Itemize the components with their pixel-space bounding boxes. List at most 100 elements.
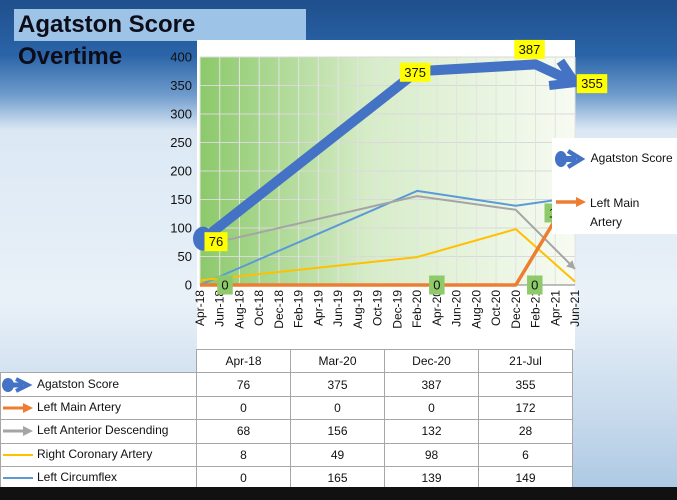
data-label-text: 355 [581, 76, 603, 91]
x-tick-label: Feb-19 [292, 290, 306, 328]
table-cell: 172 [478, 395, 573, 421]
x-tick-label: Oct-20 [489, 290, 503, 326]
table-cell: 98 [384, 442, 479, 467]
table-cell: 149 [478, 465, 573, 491]
y-tick-label: 400 [170, 50, 192, 65]
y-tick-label: 50 [178, 249, 192, 264]
table-row: Left Main Artery 0 0 0 172 [0, 395, 573, 421]
table-series-cell: Left Circumflex [0, 465, 197, 491]
x-tick-label: Dec-19 [390, 290, 404, 329]
series-line [200, 186, 577, 287]
series-end-arrow [548, 58, 583, 90]
legend-item-agatston: Agatston Score [554, 148, 673, 170]
x-tick-label: Jun-19 [331, 290, 345, 327]
series-lines [193, 58, 583, 287]
table-cell: 165 [290, 465, 385, 491]
table-column-header: Apr-18 [196, 348, 291, 374]
table-cell: 6 [478, 442, 573, 467]
series-line [199, 228, 576, 283]
x-tick-label: Apr-20 [430, 290, 444, 326]
data-label-text: 0 [433, 278, 440, 293]
chart-legend: Agatston Score Left Main Artery [552, 138, 677, 234]
table-row: Left Circumflex 0 165 139 149 [0, 465, 573, 491]
table-column-header: Dec-20 [384, 348, 479, 374]
x-tick-label: Jun-20 [450, 290, 464, 327]
data-label-text: 387 [519, 42, 541, 57]
data-label: 0 [429, 275, 445, 295]
x-tick-label: Aug-20 [469, 290, 483, 329]
data-label: 375 [399, 62, 431, 82]
table-cell: 156 [290, 419, 385, 444]
table-series-cell: Left Main Artery [0, 395, 197, 421]
x-tick-label: Apr-21 [548, 290, 562, 326]
y-tick-label: 300 [170, 107, 192, 122]
table-column-header: Mar-20 [290, 348, 385, 374]
series-key-icon [1, 447, 35, 463]
table-series-label: Left Anterior Descending [37, 423, 169, 438]
table-cell: 355 [478, 372, 573, 397]
series-key-icon [1, 423, 35, 439]
y-tick-label: 100 [170, 221, 192, 236]
table-series-label: Left Circumflex [37, 470, 118, 485]
table-cell: 49 [290, 442, 385, 467]
table-column-header: 21-Jul [478, 348, 573, 374]
data-label-text: 0 [531, 278, 538, 293]
table-series-label: Right Coronary Artery [37, 446, 153, 461]
x-tick-label: Oct-19 [371, 290, 385, 326]
table-cell: 76 [196, 372, 291, 397]
table-cell: 375 [290, 372, 385, 397]
table-header-row: Apr-18 Mar-20 Dec-20 21-Jul [1, 348, 573, 374]
data-label-box [514, 39, 545, 59]
table-series-cell: Agatston Score [0, 372, 197, 397]
y-tick-label: 350 [170, 78, 192, 93]
table-cell: 68 [196, 419, 291, 444]
legend-key-left-main [556, 197, 586, 207]
data-label-box [217, 275, 233, 295]
table-cell: 0 [384, 395, 479, 421]
table-row: Right Coronary Artery 8 49 98 6 [0, 442, 573, 467]
series-line [196, 59, 578, 246]
series-key-icon [1, 400, 35, 416]
bottom-edge [0, 487, 677, 500]
data-label: 387 [514, 39, 545, 59]
table-cell: 0 [290, 395, 385, 421]
x-tick-label: Dec-18 [272, 290, 286, 329]
y-tick-label: 250 [170, 135, 192, 150]
data-label-box [399, 62, 431, 82]
legend-label-left-main: Left Main Artery [590, 196, 640, 229]
table-cell: 28 [478, 419, 573, 444]
data-label-box [527, 275, 543, 295]
table-cell: 139 [384, 465, 479, 491]
x-tick-label: Aug-19 [351, 290, 365, 329]
table-cell: 387 [384, 372, 479, 397]
y-axis: 0 50 100 150 200 250 300 350 400 [170, 50, 192, 293]
x-tick-label: Jun-18 [213, 290, 227, 327]
table-cell: 8 [196, 442, 291, 467]
table-series-cell: Right Coronary Artery [0, 442, 197, 467]
data-label-box [576, 74, 608, 94]
data-table: Apr-18 Mar-20 Dec-20 21-Jul Agatston Sco… [0, 348, 573, 491]
chart-title: Agatston Score Overtime [14, 9, 306, 70]
x-tick-label: Jun-21 [568, 290, 582, 327]
table-cell: 132 [384, 419, 479, 444]
x-tick-label: Apr-19 [311, 290, 325, 326]
series-line [199, 195, 576, 270]
data-label: 355 [576, 74, 608, 94]
table-row: Agatston Score 76 375 387 355 [0, 372, 573, 397]
legend-key-agatston [555, 149, 586, 169]
x-tick-label: Oct-18 [252, 290, 266, 326]
y-tick-label: 0 [185, 278, 192, 293]
line-chart: 0 50 100 150 200 250 300 350 400 Apr-18 Jun-18 Aug… [170, 39, 608, 329]
table-series-label: Left Main Artery [37, 400, 122, 415]
y-tick-label: 200 [170, 164, 192, 179]
x-tick-label: Apr-18 [193, 290, 207, 326]
table-series-cell: Left Anterior Descending [0, 419, 197, 444]
data-label-text: 76 [209, 234, 223, 249]
series-line [199, 189, 556, 286]
data-label-text: 375 [404, 65, 426, 80]
data-label: 0 [217, 275, 233, 295]
y-tick-label: 150 [170, 192, 192, 207]
x-tick-label: Dec-20 [509, 290, 523, 329]
table-cell: 0 [196, 465, 291, 491]
x-tick-label: Feb-21 [529, 290, 543, 328]
